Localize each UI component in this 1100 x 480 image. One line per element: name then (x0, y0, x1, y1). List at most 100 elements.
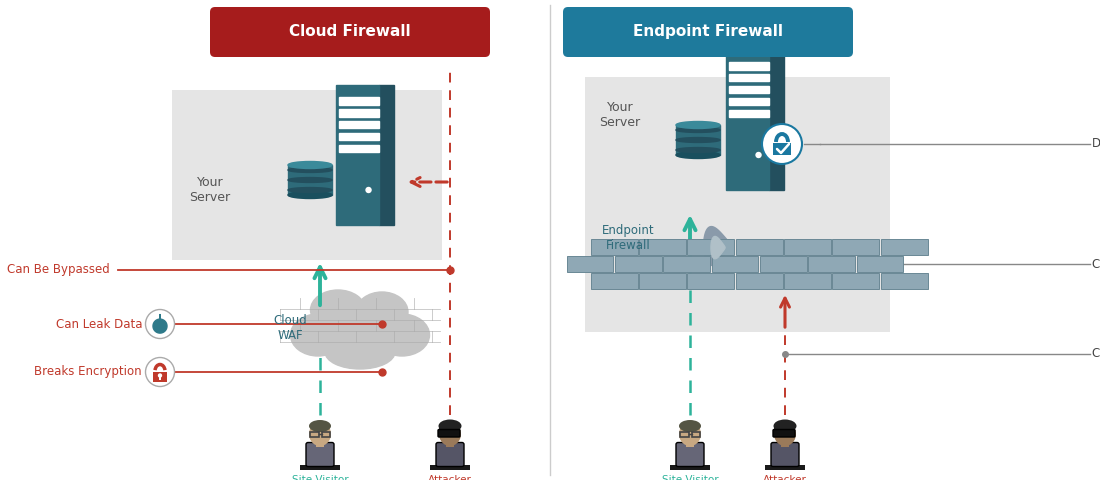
Text: Your
Server: Your Server (600, 101, 640, 129)
Ellipse shape (356, 292, 408, 332)
Bar (566, 256, 614, 272)
Bar (686, 441, 694, 447)
Circle shape (145, 358, 175, 386)
Bar (764, 465, 805, 470)
Bar (773, 424, 786, 436)
Bar (726, 50, 769, 190)
Bar (833, 273, 879, 289)
Bar (153, 372, 167, 382)
FancyBboxPatch shape (773, 430, 795, 437)
Bar (680, 432, 689, 436)
Text: Endpoint
Firewall: Endpoint Firewall (602, 224, 654, 252)
Bar (172, 90, 442, 260)
Bar (439, 424, 451, 436)
Bar (729, 74, 769, 82)
Bar (688, 273, 734, 289)
Bar (321, 432, 330, 436)
Bar (379, 85, 394, 225)
Bar (591, 239, 638, 255)
Bar (729, 109, 769, 117)
Bar (760, 256, 806, 272)
Bar (736, 273, 782, 289)
Ellipse shape (290, 314, 345, 356)
Bar (336, 85, 380, 225)
Ellipse shape (288, 192, 332, 199)
Bar (833, 239, 879, 255)
Text: Attacker: Attacker (763, 475, 807, 480)
Text: Your
Server: Your Server (189, 176, 231, 204)
Bar (729, 62, 769, 70)
Ellipse shape (676, 152, 720, 158)
Ellipse shape (676, 138, 720, 143)
Bar (670, 465, 710, 470)
FancyBboxPatch shape (436, 443, 464, 467)
Circle shape (366, 188, 371, 192)
Text: Site Visitor: Site Visitor (662, 475, 718, 480)
Ellipse shape (288, 188, 332, 192)
Bar (781, 441, 789, 447)
Text: Can’t Leak Data: Can’t Leak Data (1092, 257, 1100, 271)
Bar (784, 239, 830, 255)
Bar (729, 97, 769, 105)
FancyBboxPatch shape (563, 7, 852, 57)
FancyBboxPatch shape (771, 443, 799, 467)
Bar (857, 256, 903, 272)
Bar (339, 97, 380, 105)
Circle shape (145, 310, 175, 338)
Bar (446, 441, 454, 447)
Text: Doesn’t Break Encryption: Doesn’t Break Encryption (1092, 137, 1100, 151)
FancyBboxPatch shape (306, 443, 334, 467)
Ellipse shape (309, 420, 331, 432)
Bar (591, 273, 638, 289)
Ellipse shape (288, 168, 332, 172)
Ellipse shape (774, 422, 796, 446)
Text: Can Leak Data: Can Leak Data (55, 317, 142, 331)
Ellipse shape (676, 121, 720, 129)
Text: Endpoint Firewall: Endpoint Firewall (632, 24, 783, 39)
Bar (585, 77, 890, 332)
Ellipse shape (679, 422, 701, 446)
Circle shape (756, 153, 761, 157)
Bar (639, 273, 686, 289)
Ellipse shape (773, 420, 796, 432)
Bar (736, 239, 782, 255)
Bar (615, 256, 662, 272)
Text: Cloud
WAF: Cloud WAF (273, 314, 307, 342)
Ellipse shape (439, 420, 462, 432)
FancyBboxPatch shape (676, 443, 704, 467)
Bar (692, 432, 700, 436)
Ellipse shape (288, 178, 332, 182)
Bar (339, 109, 380, 117)
Bar (712, 256, 758, 272)
Bar (288, 165, 332, 195)
Text: Can Be Bypassed: Can Be Bypassed (8, 264, 110, 276)
Text: Site Visitor: Site Visitor (292, 475, 349, 480)
Text: Can’t Be Bypassed: Can’t Be Bypassed (1092, 348, 1100, 360)
Ellipse shape (439, 422, 461, 446)
Bar (676, 125, 720, 155)
FancyBboxPatch shape (210, 7, 490, 57)
Bar (881, 273, 927, 289)
Bar (316, 441, 324, 447)
Circle shape (157, 373, 162, 378)
Bar (310, 432, 319, 436)
Polygon shape (153, 314, 167, 333)
Bar (784, 273, 830, 289)
Bar (881, 239, 927, 255)
Ellipse shape (310, 290, 365, 330)
Ellipse shape (288, 161, 332, 168)
Text: Attacker: Attacker (428, 475, 472, 480)
Polygon shape (711, 237, 725, 259)
Bar (158, 375, 162, 380)
Ellipse shape (676, 147, 720, 153)
Ellipse shape (374, 314, 429, 356)
Text: Breaks Encryption: Breaks Encryption (34, 365, 142, 379)
Ellipse shape (676, 128, 720, 132)
Bar (808, 256, 855, 272)
Ellipse shape (679, 420, 701, 432)
Bar (430, 465, 470, 470)
Circle shape (762, 124, 802, 164)
Bar (300, 465, 340, 470)
Ellipse shape (324, 335, 395, 369)
Text: Cloud Firewall: Cloud Firewall (289, 24, 410, 39)
